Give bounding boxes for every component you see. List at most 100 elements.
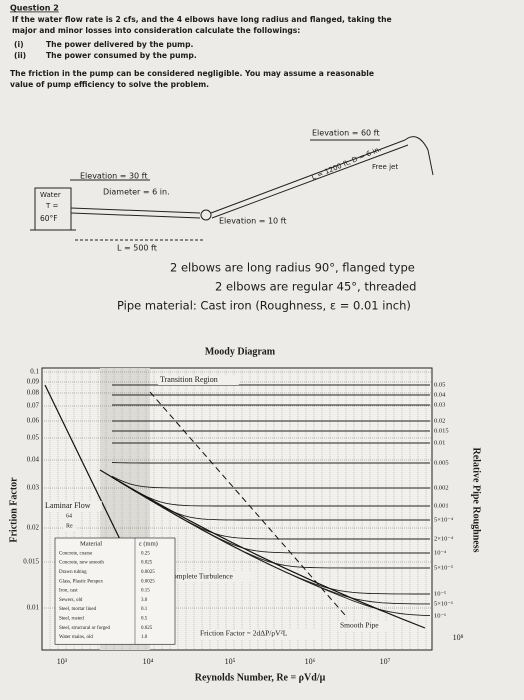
- y-tick-label: 0.04: [27, 456, 40, 464]
- figure-label: Elevation = 10 ft: [219, 217, 286, 226]
- y-tick-label: 0.01: [27, 604, 40, 612]
- figure-label: Water: [40, 191, 61, 199]
- right-tick-label: 0.001: [434, 502, 449, 509]
- annotation: Complete Turbulence: [168, 572, 233, 581]
- figure-label: Diameter = 6 in.: [103, 188, 170, 197]
- right-tick-label: 0.015: [434, 427, 449, 434]
- condition: Pipe material: Cast iron (Roughness, ε =…: [117, 299, 411, 313]
- annotation: Laminar Flow: [45, 501, 91, 510]
- annotation: 64: [66, 513, 72, 519]
- right-tick-label: 5×10⁻⁵: [434, 564, 453, 571]
- smooth-pipe-curve: [99, 469, 426, 629]
- chart-title: Moody Diagram: [205, 346, 276, 357]
- pipe: [211, 144, 409, 219]
- table-cell: Drawn tubing: [59, 570, 87, 575]
- free-jet: [404, 136, 434, 176]
- annotation-bg: [198, 629, 316, 639]
- roughness-curve: [111, 475, 430, 489]
- right-tick-label: 10⁻⁶: [434, 612, 446, 619]
- right-tick-label: 5×10⁻⁶: [434, 600, 453, 607]
- y-axis-label: Friction Factor: [8, 477, 19, 543]
- right-tick-label: 0.05: [434, 381, 445, 388]
- condition: 2 elbows are regular 45°, threaded: [215, 280, 416, 294]
- x-tick-label: 10⁷: [380, 657, 391, 666]
- right-tick-label: 10⁻⁴: [434, 549, 447, 556]
- y-tick-label: 0.1: [30, 368, 39, 376]
- right-axis-label: Relative Pipe Roughness: [471, 448, 482, 553]
- item-text: The power delivered by the pump.: [46, 40, 194, 49]
- table-cell: 1.0: [141, 635, 148, 640]
- y-tick-label: 0.05: [27, 434, 40, 442]
- pump: [200, 209, 212, 221]
- table-header: ε (mm): [139, 540, 158, 547]
- right-tick-label: 0.002: [434, 484, 449, 491]
- body-line: major and minor losses into consideratio…: [12, 26, 300, 35]
- table-cell: 0.025: [141, 626, 153, 631]
- y-tick-label: 0.07: [27, 402, 40, 410]
- x-tick-label: 10⁸: [453, 633, 464, 642]
- condition: 2 elbows are long radius 90°, flanged ty…: [170, 261, 415, 275]
- y-tick-label: 0.08: [27, 389, 40, 397]
- table-cell: 0.0025: [141, 579, 155, 584]
- table-cell: Steel, rusted: [59, 617, 84, 622]
- right-tick-label: 2×10⁻⁴: [434, 535, 454, 542]
- figure-label: Free jet: [372, 163, 398, 171]
- table-cell: 0.5: [141, 617, 148, 622]
- right-tick-label: 0.03: [434, 401, 445, 408]
- annotation: Re: [66, 523, 73, 529]
- heading: Question 2: [10, 4, 59, 13]
- right-tick-label: 0.04: [434, 391, 446, 398]
- right-tick-label: 0.02: [434, 417, 445, 424]
- table-cell: Glass, Plastic Perspex: [59, 579, 104, 584]
- figure-label: L = 500 ft: [117, 244, 157, 253]
- table-cell: Iron, cast: [59, 589, 78, 594]
- pipe: [70, 212, 201, 219]
- annotation-bg: [158, 375, 239, 385]
- figure-label: T =: [45, 202, 59, 210]
- right-tick-label: 0.005: [434, 459, 449, 466]
- y-tick-label: 0.03: [27, 484, 40, 492]
- annotation-bg: [338, 621, 390, 631]
- table-cell: 0.0025: [141, 570, 155, 575]
- pipe: [70, 207, 201, 214]
- table-cell: 0.15: [141, 589, 150, 594]
- laminar-line: [44, 384, 131, 561]
- annotation-bg: [43, 501, 102, 511]
- right-tick-label: 0.01: [434, 439, 445, 446]
- y-tick-label: 0.09: [27, 378, 40, 386]
- note-line: value of pump efficiency to solve the pr…: [10, 80, 209, 89]
- table-cell: Steel, structural or forged: [59, 626, 111, 631]
- item-label: (i): [14, 40, 24, 49]
- right-tick-label: 5×10⁻⁴: [434, 516, 454, 523]
- annotation-bg: [166, 572, 251, 582]
- annotation: Transition Region: [160, 375, 218, 384]
- y-tick-label: 0.02: [27, 524, 40, 532]
- pipe: [210, 139, 406, 214]
- body-line: If the water flow rate is 2 cfs, and the…: [12, 15, 392, 24]
- table-cell: Steel, mortar lined: [59, 607, 97, 612]
- note-line: The friction in the pump can be consider…: [10, 69, 374, 78]
- pipe-figure: [30, 136, 434, 241]
- table-cell: 0.25: [141, 551, 150, 556]
- x-tick-label: 10⁵: [225, 657, 236, 666]
- material-table: [54, 537, 176, 645]
- table-cell: Water mains, old: [59, 635, 93, 640]
- figure-label: Elevation = 30 ft: [80, 172, 147, 181]
- table-cell: 0.1: [141, 607, 148, 612]
- annotation: Smooth Pipe: [340, 621, 379, 630]
- annotation-bg: [64, 521, 77, 531]
- table-cell: 0.025: [141, 561, 153, 566]
- figure-label: 60°F: [40, 214, 58, 223]
- y-tick-label: 0.06: [27, 417, 40, 425]
- x-tick-label: 10⁴: [143, 657, 154, 666]
- table-cell: Concrete, new smooth: [59, 561, 104, 566]
- y-tick-label: 0.015: [23, 558, 39, 566]
- roughness-curve: [111, 462, 430, 464]
- roughness-curve: [111, 476, 430, 507]
- item-text: The power consumed by the pump.: [46, 51, 197, 60]
- right-tick-label: 10⁻⁵: [434, 590, 446, 597]
- x-axis-label: Reynolds Number, Re = ρVd/μ: [195, 672, 326, 683]
- table-header: Material: [80, 540, 102, 547]
